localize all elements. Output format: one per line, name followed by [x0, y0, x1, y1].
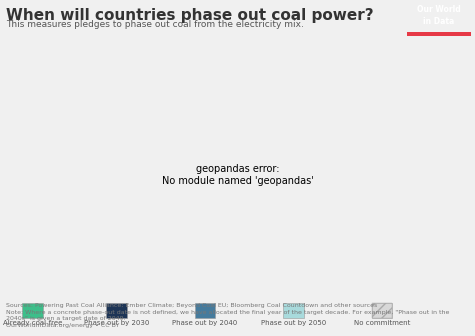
Bar [371, 303, 392, 318]
Text: Phase out by 2030: Phase out by 2030 [84, 320, 149, 326]
Text: Phase out by 2040: Phase out by 2040 [172, 320, 238, 326]
Text: When will countries phase out coal power?: When will countries phase out coal power… [6, 8, 373, 24]
Text: No commitment: No commitment [353, 320, 410, 326]
Bar [283, 303, 304, 318]
Bar [371, 303, 392, 318]
Bar [407, 32, 471, 36]
Bar [195, 303, 215, 318]
Bar [22, 303, 43, 318]
Text: Our World
in Data: Our World in Data [417, 5, 461, 26]
Text: Already coal-free: Already coal-free [3, 320, 62, 326]
Text: Phase out by 2050: Phase out by 2050 [261, 320, 326, 326]
Text: geopandas error:
No module named 'geopandas': geopandas error: No module named 'geopan… [162, 164, 314, 185]
Text: This measures pledges to phase out coal from the electricity mix.: This measures pledges to phase out coal … [6, 20, 304, 29]
Bar [106, 303, 127, 318]
Text: Sources: Powering Past Coal Alliance; Ember Climate; Beyond Coal EU; Bloomberg C: Sources: Powering Past Coal Alliance; Em… [6, 303, 449, 328]
